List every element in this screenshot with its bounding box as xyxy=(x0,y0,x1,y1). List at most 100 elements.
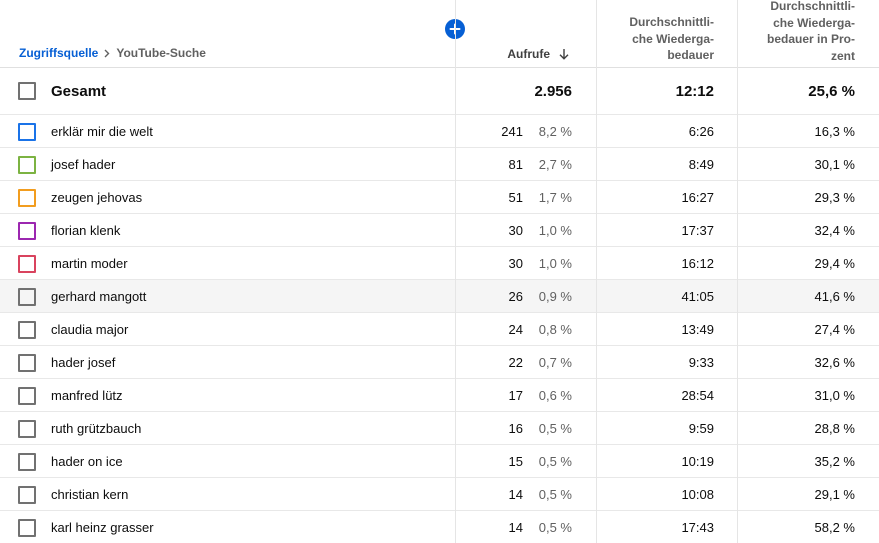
table-row[interactable]: erklär mir die welt 241 8,2 % 6:26 16,3 % xyxy=(0,115,879,148)
row-checkbox[interactable] xyxy=(18,387,36,405)
table-row[interactable]: hader josef 22 0,7 % 9:33 32,6 % xyxy=(0,346,879,379)
row-avg-percent: 27,4 % xyxy=(814,322,855,337)
row-views: 22 xyxy=(508,355,523,370)
column-header-avg-percent[interactable]: Durchschnittli- che Wiederga- bedauer in… xyxy=(766,0,855,63)
table-row[interactable]: claudia major 24 0,8 % 13:49 27,4 % xyxy=(0,313,879,346)
row-checkbox[interactable] xyxy=(18,519,36,537)
column-header-views[interactable]: Aufrufe xyxy=(507,46,569,63)
row-views-share: 0,6 % xyxy=(538,388,572,403)
row-avg-duration: 6:26 xyxy=(688,124,714,139)
row-checkbox[interactable] xyxy=(18,453,36,471)
row-checkbox[interactable] xyxy=(18,123,36,141)
chevron-right-icon xyxy=(104,49,110,58)
row-avg-duration: 10:19 xyxy=(681,454,714,469)
row-checkbox[interactable] xyxy=(18,156,36,174)
row-avg-percent: 41,6 % xyxy=(814,289,855,304)
total-checkbox[interactable] xyxy=(18,82,36,100)
search-term: christian kern xyxy=(51,487,129,502)
column-divider xyxy=(596,0,597,543)
table-row[interactable]: karl heinz grasser 14 0,5 % 17:43 58,2 % xyxy=(0,511,879,543)
row-views-share: 0,5 % xyxy=(538,520,572,535)
table-row[interactable]: ruth grützbauch 16 0,5 % 9:59 28,8 % xyxy=(0,412,879,445)
column-header-views-label: Aufrufe xyxy=(507,47,550,61)
total-row: Gesamt 2.956 12:12 25,6 % xyxy=(0,68,879,115)
search-term: gerhard mangott xyxy=(51,289,147,304)
row-views-share: 0,9 % xyxy=(538,289,572,304)
search-term: hader josef xyxy=(51,355,116,370)
search-term: karl heinz grasser xyxy=(51,520,154,535)
row-avg-duration: 13:49 xyxy=(681,322,714,337)
row-avg-duration: 16:27 xyxy=(681,190,714,205)
column-header-avg-duration[interactable]: Durchschnittli- che Wiederga- bedauer xyxy=(629,15,714,62)
row-avg-percent: 28,8 % xyxy=(814,421,855,436)
row-views-share: 1,7 % xyxy=(538,190,572,205)
table-row[interactable]: josef hader 81 2,7 % 8:49 30,1 % xyxy=(0,148,879,181)
search-term: ruth grützbauch xyxy=(51,421,142,436)
breadcrumb: Zugriffsquelle YouTube-Suche xyxy=(19,46,206,60)
row-checkbox[interactable] xyxy=(18,288,36,306)
row-views: 15 xyxy=(508,454,523,469)
row-avg-duration: 17:43 xyxy=(681,520,714,535)
search-term: claudia major xyxy=(51,322,129,337)
row-checkbox[interactable] xyxy=(18,255,36,273)
row-views: 26 xyxy=(508,289,523,304)
breadcrumb-link-traffic-source[interactable]: Zugriffsquelle xyxy=(19,46,99,60)
row-views-share: 8,2 % xyxy=(538,124,572,139)
row-avg-percent: 35,2 % xyxy=(814,454,855,469)
search-term: zeugen jehovas xyxy=(51,190,143,205)
row-avg-duration: 9:59 xyxy=(688,421,714,436)
row-avg-percent: 32,4 % xyxy=(814,223,855,238)
search-term: erklär mir die welt xyxy=(51,124,153,139)
row-checkbox[interactable] xyxy=(18,321,36,339)
row-views-share: 1,0 % xyxy=(538,223,572,238)
row-views: 17 xyxy=(508,388,523,403)
row-checkbox[interactable] xyxy=(18,486,36,504)
search-term: josef hader xyxy=(51,157,116,172)
row-views-share: 2,7 % xyxy=(538,157,572,172)
table-header: Zugriffsquelle YouTube-Suche Aufrufe Dur… xyxy=(0,0,879,68)
row-avg-percent: 16,3 % xyxy=(814,124,855,139)
search-term: manfred lütz xyxy=(51,388,123,403)
row-views-share: 0,5 % xyxy=(538,454,572,469)
row-views: 241 xyxy=(501,124,523,139)
table-row[interactable]: christian kern 14 0,5 % 10:08 29,1 % xyxy=(0,478,879,511)
total-avg-duration: 12:12 xyxy=(675,83,714,100)
row-avg-percent: 30,1 % xyxy=(814,157,855,172)
sort-down-arrow-icon[interactable] xyxy=(559,48,569,61)
row-views: 30 xyxy=(508,256,523,271)
column-divider xyxy=(737,0,738,543)
row-avg-duration: 9:33 xyxy=(688,355,714,370)
row-checkbox[interactable] xyxy=(18,189,36,207)
row-avg-percent: 29,1 % xyxy=(814,487,855,502)
table-row[interactable]: florian klenk 30 1,0 % 17:37 32,4 % xyxy=(0,214,879,247)
column-divider xyxy=(455,0,456,543)
row-checkbox[interactable] xyxy=(18,354,36,372)
row-avg-duration: 10:08 xyxy=(681,487,714,502)
row-avg-duration: 8:49 xyxy=(688,157,714,172)
total-label: Gesamt xyxy=(51,83,107,100)
row-avg-percent: 29,3 % xyxy=(814,190,855,205)
row-avg-duration: 28:54 xyxy=(681,388,714,403)
breadcrumb-current: YouTube-Suche xyxy=(116,46,206,60)
row-views: 51 xyxy=(508,190,523,205)
table-row[interactable]: gerhard mangott 26 0,9 % 41:05 41,6 % xyxy=(0,280,879,313)
search-term: florian klenk xyxy=(51,223,121,238)
row-views: 14 xyxy=(508,487,523,502)
row-views-share: 0,8 % xyxy=(538,322,572,337)
search-term: martin moder xyxy=(51,256,128,271)
row-views: 81 xyxy=(508,157,523,172)
row-avg-percent: 58,2 % xyxy=(814,520,855,535)
row-views: 30 xyxy=(508,223,523,238)
table-row[interactable]: hader on ice 15 0,5 % 10:19 35,2 % xyxy=(0,445,879,478)
row-checkbox[interactable] xyxy=(18,222,36,240)
row-views-share: 0,7 % xyxy=(538,355,572,370)
row-views: 16 xyxy=(508,421,523,436)
row-avg-percent: 31,0 % xyxy=(814,388,855,403)
row-avg-percent: 32,6 % xyxy=(814,355,855,370)
table-row[interactable]: zeugen jehovas 51 1,7 % 16:27 29,3 % xyxy=(0,181,879,214)
table-row[interactable]: manfred lütz 17 0,6 % 28:54 31,0 % xyxy=(0,379,879,412)
total-avg-percent: 25,6 % xyxy=(808,83,855,100)
table-row[interactable]: martin moder 30 1,0 % 16:12 29,4 % xyxy=(0,247,879,280)
row-checkbox[interactable] xyxy=(18,420,36,438)
row-avg-duration: 16:12 xyxy=(681,256,714,271)
